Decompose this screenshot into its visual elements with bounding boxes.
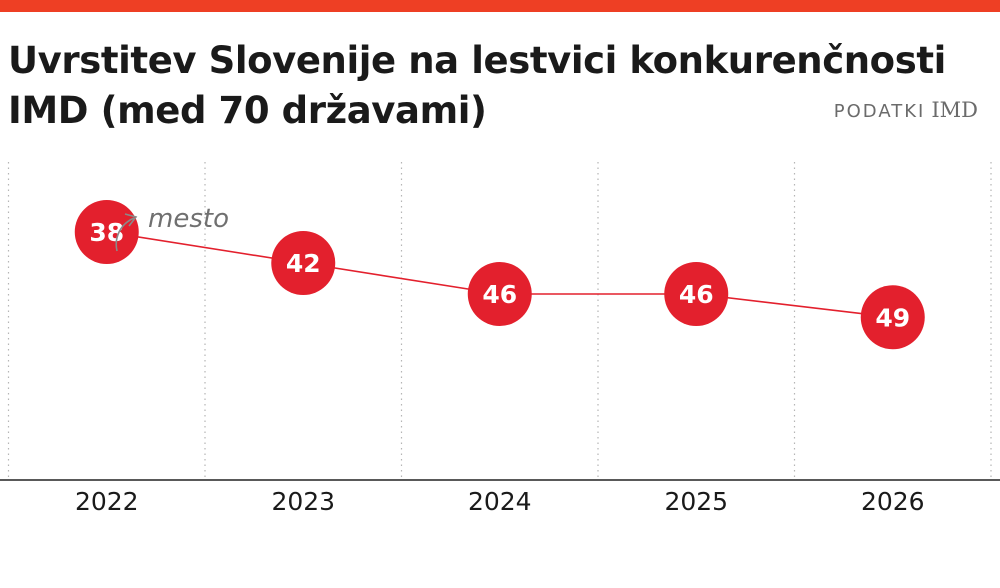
data-label: 46 (482, 280, 517, 309)
source-name: IMD (931, 98, 978, 122)
x-tick-label: 2022 (75, 487, 139, 516)
data-point-marker (74, 200, 139, 264)
data-label: 46 (679, 280, 714, 309)
x-tick-label: 2023 (271, 487, 335, 516)
x-axis-ticks: 2022 2023 2024 2025 2026 (75, 487, 925, 516)
annotation-label: mesto (148, 204, 229, 234)
x-tick-label: 2025 (664, 487, 728, 516)
data-point-marker (271, 231, 336, 295)
chart-title: Uvrstitev Slovenije na lestvici konkuren… (8, 39, 946, 132)
data-point-marker (664, 262, 729, 326)
data-label: 42 (286, 249, 321, 278)
data-point-marker (467, 262, 532, 326)
source-credit: PODATKI IMD (834, 98, 978, 122)
data-point-marker (860, 285, 925, 350)
source-label: PODATKI (833, 101, 926, 122)
x-tick-label: 2026 (861, 487, 925, 516)
data-label: 49 (875, 303, 910, 332)
x-tick-label: 2024 (468, 487, 532, 516)
grid-lines (7, 162, 992, 480)
annotation-arrowhead (124, 213, 138, 227)
top-accent-bar (0, 0, 1000, 12)
annotation-arrow (115, 217, 135, 252)
